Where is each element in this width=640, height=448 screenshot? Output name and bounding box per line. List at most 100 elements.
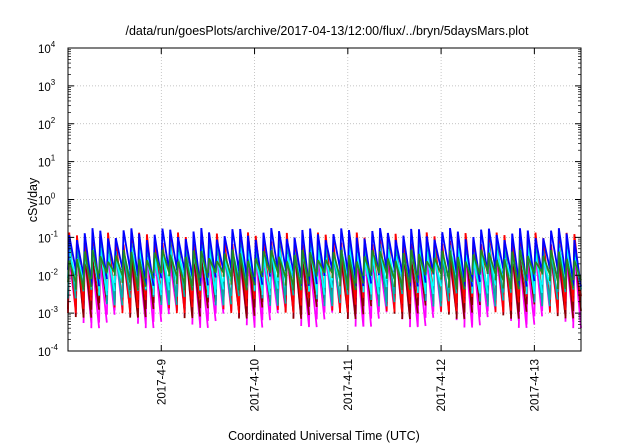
series-segment xyxy=(379,228,388,270)
y-tick-label: 10-2 xyxy=(38,267,58,283)
series-segment xyxy=(471,254,475,276)
series-segment xyxy=(99,261,108,323)
series-segment xyxy=(301,255,310,316)
series-segment xyxy=(517,250,521,282)
series-segment xyxy=(138,233,147,285)
series-segment xyxy=(121,249,125,284)
series-segment xyxy=(464,261,474,283)
series-segment xyxy=(526,255,536,275)
series-segment xyxy=(247,235,256,286)
series-segment xyxy=(68,260,77,283)
series-segment xyxy=(200,263,209,328)
series-segment xyxy=(285,254,295,278)
series-segment xyxy=(216,260,225,274)
series-segment xyxy=(332,251,341,279)
series-segment xyxy=(107,253,116,292)
series-segment xyxy=(83,233,93,284)
y-tick-label: 100 xyxy=(38,192,56,208)
series-segment xyxy=(309,255,318,307)
series-segment xyxy=(122,230,132,271)
series-segment xyxy=(146,239,155,286)
series-segment xyxy=(425,260,435,273)
data-series xyxy=(67,249,582,291)
series-segment xyxy=(317,259,326,274)
series-segment xyxy=(177,237,186,271)
series-segment xyxy=(425,256,435,318)
series-segment xyxy=(534,253,544,294)
series-segment xyxy=(129,251,133,291)
x-axis-label: Coordinated Universal Time (UTC) xyxy=(228,429,420,443)
series-segment xyxy=(564,259,568,289)
series-segment xyxy=(418,253,427,276)
series-segment xyxy=(339,249,343,287)
series-segment xyxy=(534,261,543,273)
series-segment xyxy=(511,233,520,282)
x-tick-label: 2017-4-12 xyxy=(436,359,448,411)
series-segment xyxy=(284,261,288,286)
series-segment xyxy=(177,252,186,278)
series-segment xyxy=(432,257,436,274)
series-segment xyxy=(511,251,520,290)
series-segment xyxy=(192,254,202,317)
series-segment xyxy=(386,232,396,269)
series-segment xyxy=(425,236,435,275)
series-segment xyxy=(161,228,170,272)
series-segment xyxy=(153,257,163,296)
series-segment xyxy=(363,259,373,293)
series-segment xyxy=(533,261,537,273)
series-segment xyxy=(223,235,233,269)
series-segment xyxy=(99,247,108,295)
series-segment xyxy=(363,238,373,284)
series-segment xyxy=(441,250,450,280)
series-segment xyxy=(152,252,156,274)
series-segment xyxy=(332,233,341,269)
series-segment xyxy=(324,259,334,274)
series-segment xyxy=(68,250,77,279)
series-segment xyxy=(269,250,273,273)
series-segment xyxy=(447,250,451,288)
series-segment xyxy=(83,251,93,288)
series-segment xyxy=(480,252,489,294)
y-tick-label: 10-3 xyxy=(38,305,58,321)
series-segment xyxy=(200,256,209,309)
series-segment xyxy=(278,231,287,269)
series-segment xyxy=(416,253,420,276)
series-segment xyxy=(525,255,529,275)
series-segment xyxy=(215,239,225,272)
series-segment xyxy=(456,257,466,290)
series-segment xyxy=(565,259,575,289)
series-segment xyxy=(270,263,279,314)
series-segment xyxy=(230,249,234,285)
series-segment xyxy=(402,235,411,280)
series-segment xyxy=(82,251,86,288)
series-segment xyxy=(122,249,132,284)
series-segment xyxy=(526,262,536,325)
series-segment xyxy=(479,249,483,273)
series-segment xyxy=(409,249,413,283)
y-tick-label: 101 xyxy=(38,154,56,170)
series-segment xyxy=(262,256,271,296)
series-segment xyxy=(239,253,248,319)
series-segment xyxy=(449,227,458,273)
series-segment xyxy=(231,249,240,285)
series-segment xyxy=(169,254,178,277)
series-segment xyxy=(323,259,327,274)
series-segment xyxy=(130,255,139,318)
series-segment xyxy=(371,249,380,273)
series-segment xyxy=(253,258,257,278)
series-segment xyxy=(130,251,139,291)
series-segment xyxy=(301,249,310,285)
series-segment xyxy=(262,250,271,274)
series-segment xyxy=(199,250,203,278)
series-segment xyxy=(363,256,372,277)
series-segment xyxy=(418,263,427,327)
series-segment xyxy=(168,254,172,277)
series-segment xyxy=(433,257,442,275)
series-segment xyxy=(317,249,326,295)
series-segment xyxy=(91,262,100,329)
series-segment xyxy=(285,238,295,272)
series-segment xyxy=(394,256,404,278)
series-segment xyxy=(425,251,435,295)
series-segment xyxy=(410,257,419,314)
x-tick-label: 2017-4-11 xyxy=(343,359,355,411)
